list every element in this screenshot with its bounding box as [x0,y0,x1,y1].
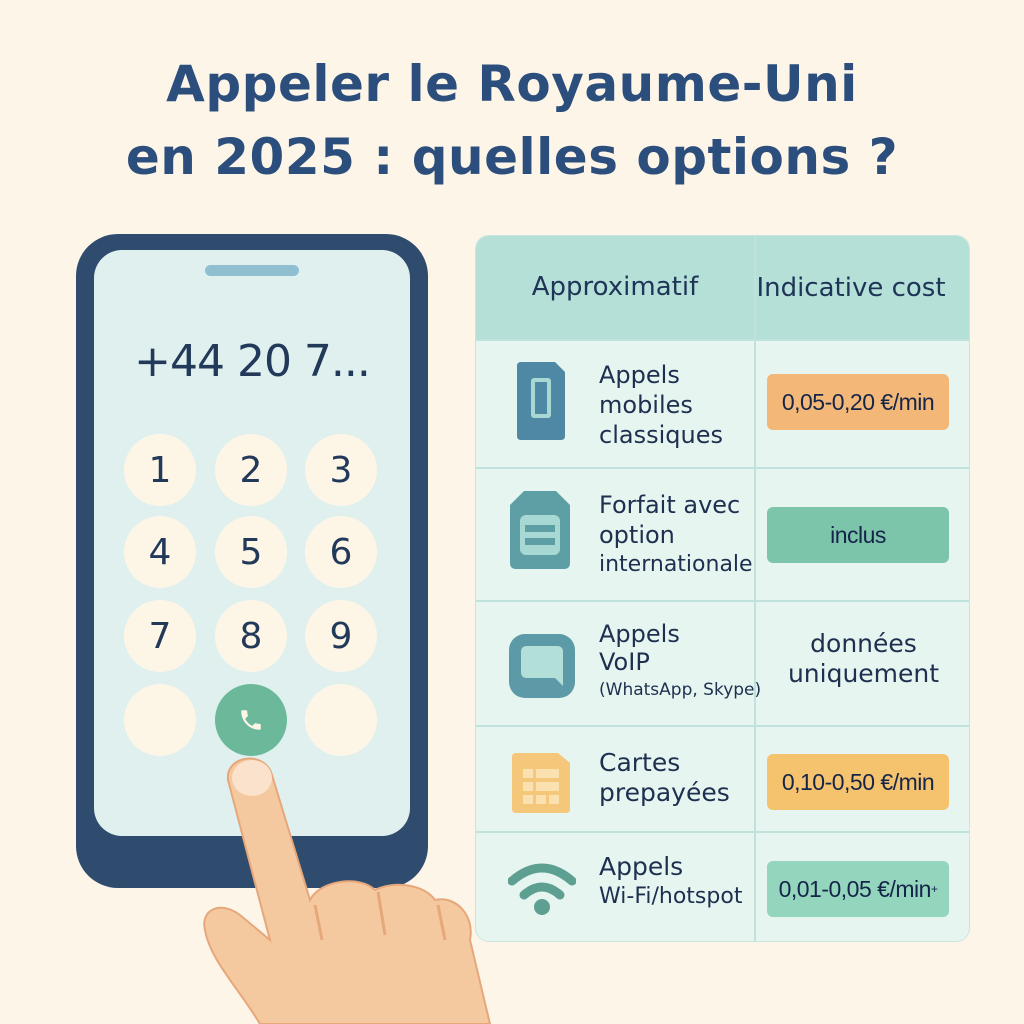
key-blank-left[interactable] [124,684,196,756]
sim-card-icon [517,362,565,440]
cost-badge-wifi: 0,01-0,05 €/min + [767,861,949,917]
cost-voip: données uniquement [787,629,940,688]
row-divider [476,339,969,341]
options-table: Approximatif Indicative cost Appels mobil… [475,235,970,942]
table-header [476,236,969,339]
row-label-wifi: Appels Wi-Fi/hotspot [599,852,743,909]
key-7[interactable]: 7 [124,600,196,672]
header-approximatif: Approximatif [531,271,699,302]
dialed-number: +44 20 7... [134,336,371,387]
column-divider [754,236,756,941]
key-5[interactable]: 5 [215,516,287,588]
key-blank-right[interactable] [305,684,377,756]
call-button[interactable] [215,684,287,756]
title-line-1: Appeler le Royaume-Uni [166,55,858,113]
row-label-mobile: Appels mobiles classiques [599,361,723,449]
hand-pointing-icon [203,757,492,1024]
row-label-cartes: Cartes prepayées [599,748,730,807]
phone-speaker [205,265,299,276]
key-3[interactable]: 3 [305,434,377,506]
row-divider [476,831,969,833]
key-8[interactable]: 8 [215,600,287,672]
key-6[interactable]: 6 [305,516,377,588]
sim-chip-icon [510,491,570,569]
row-label-forfait: Forfait avec option internationale [599,491,753,577]
key-2[interactable]: 2 [215,434,287,506]
row-divider [476,600,969,602]
row-divider [476,725,969,727]
chat-bubble-icon [509,634,575,698]
prepaid-card-icon [512,753,570,813]
cost-badge-mobile: 0,05-0,20 €/min [767,374,949,430]
row-divider [476,467,969,469]
wifi-icon [508,863,576,915]
key-9[interactable]: 9 [305,600,377,672]
title-line-2: en 2025 : quelles options ? [125,128,899,186]
header-indicative-cost: Indicative cost [756,272,946,303]
cost-badge-forfait: inclus [767,507,949,563]
row-label-voip: Appels VoIP (WhatsApp, Skype) [599,620,762,700]
cost-badge-cartes: 0,10-0,50 €/min [767,754,949,810]
key-1[interactable]: 1 [124,434,196,506]
phone-icon [241,710,261,730]
key-4[interactable]: 4 [124,516,196,588]
